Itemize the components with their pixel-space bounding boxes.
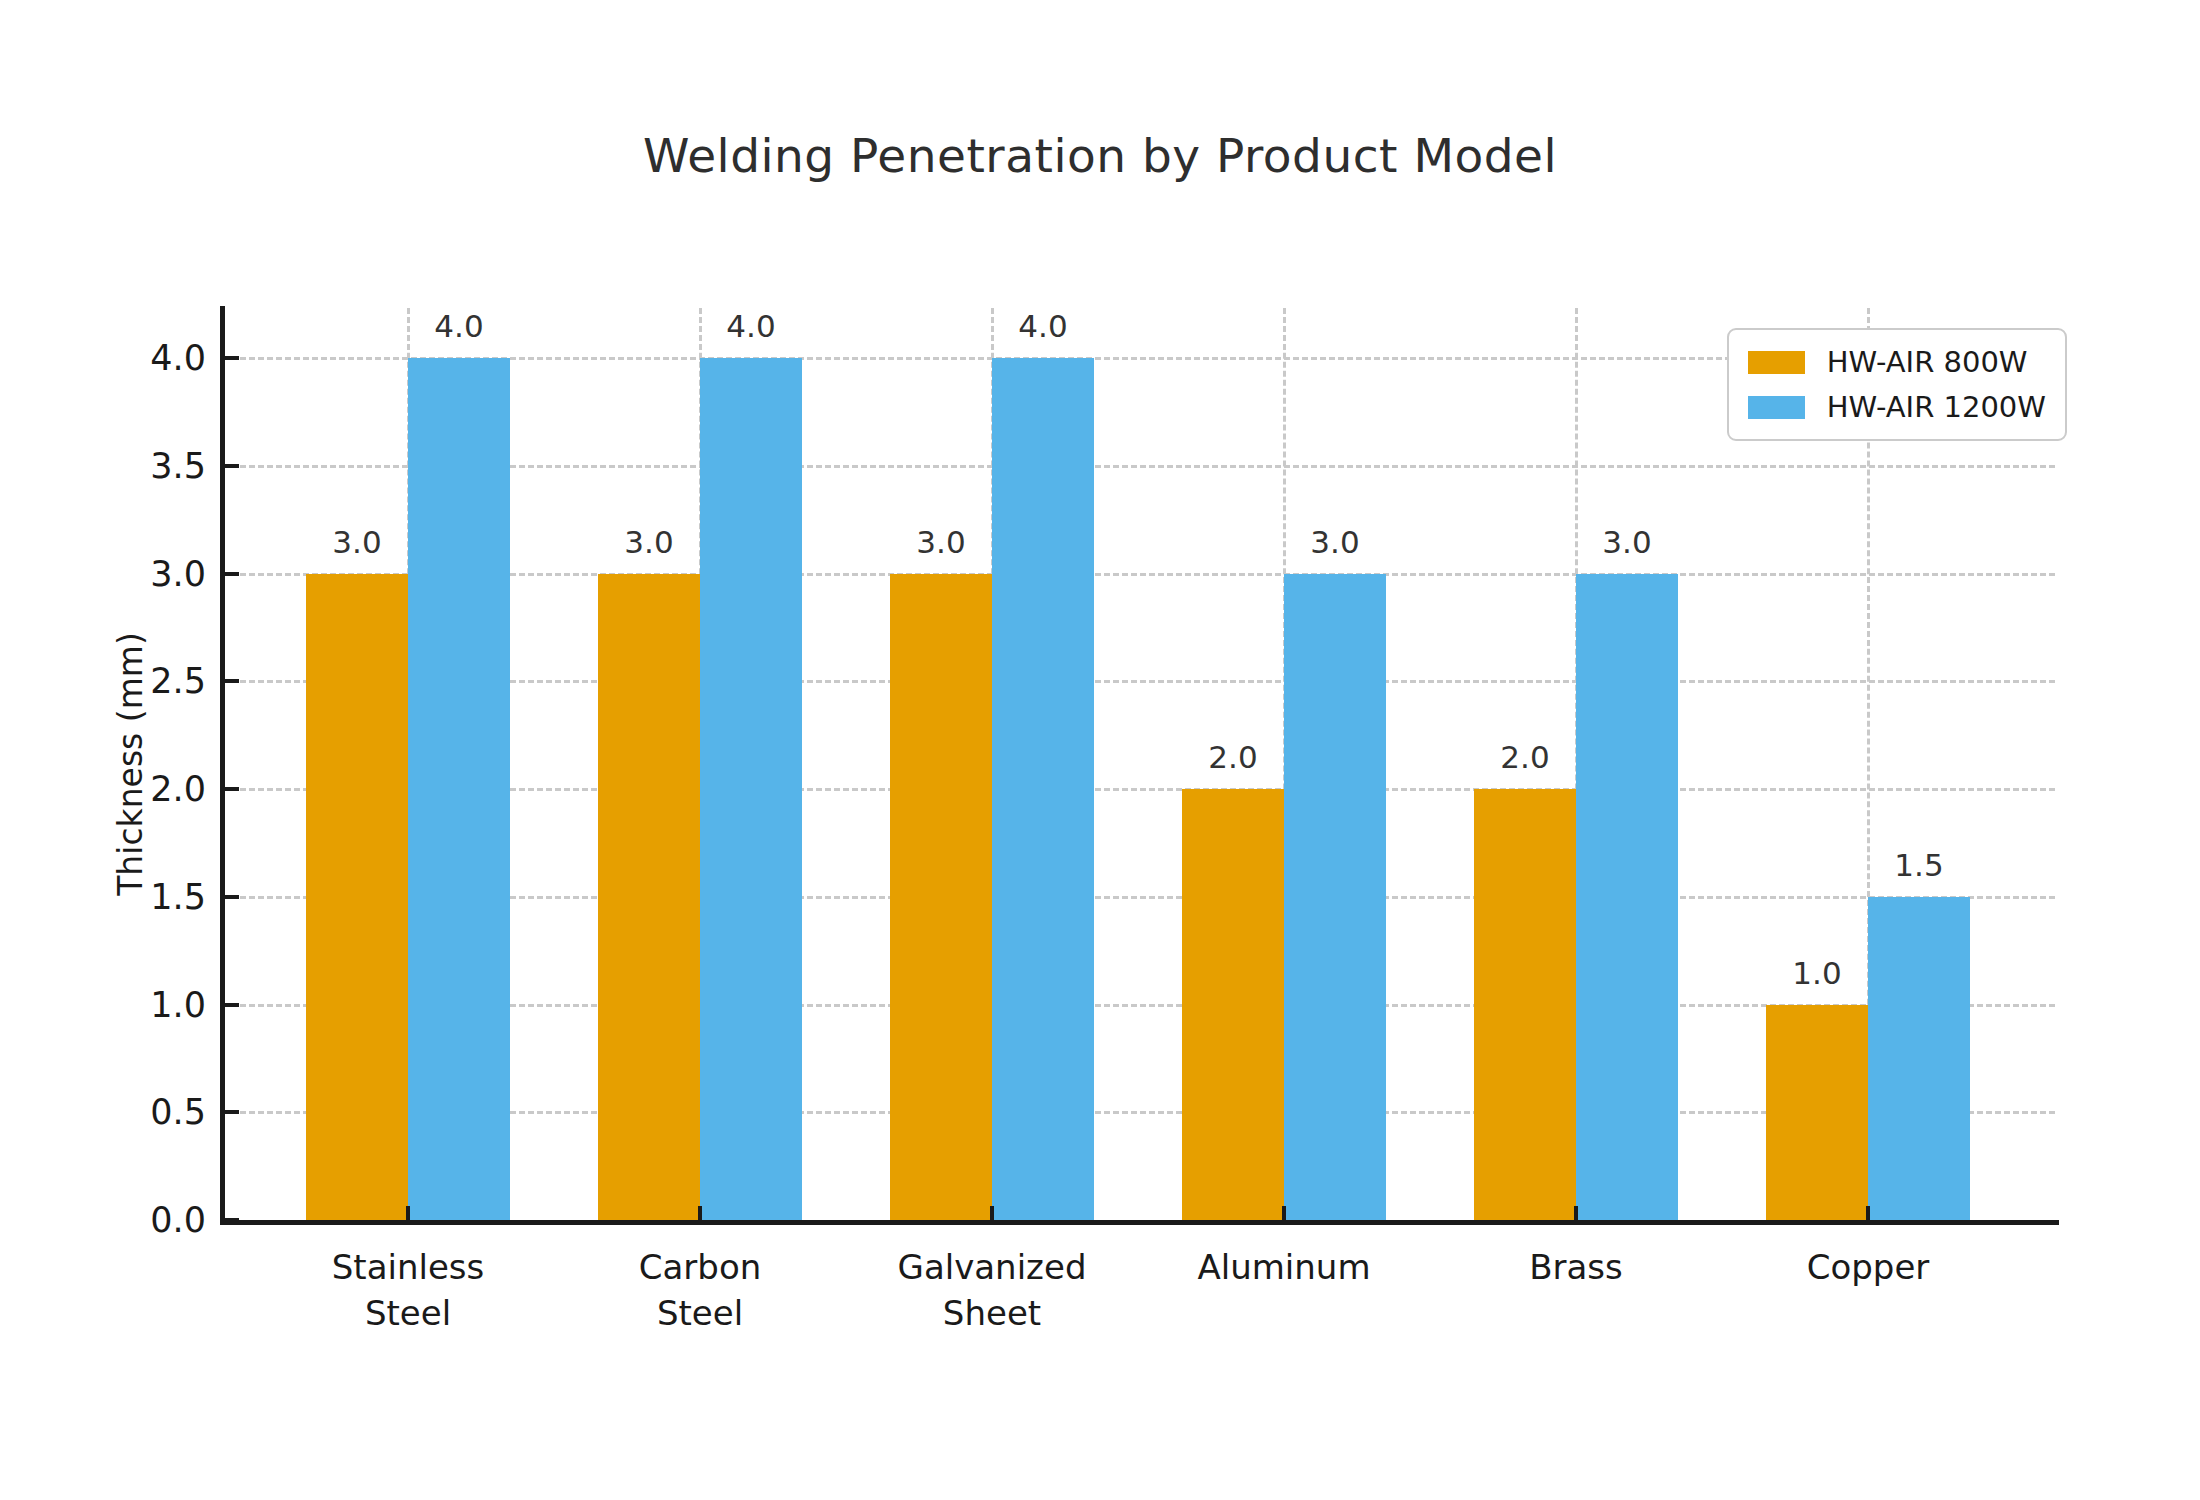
x-tick (1282, 1206, 1286, 1224)
y-tick (225, 895, 239, 899)
bar-value-label: 4.0 (952, 308, 1134, 344)
y-tick-label: 2.0 (36, 765, 206, 813)
legend-label: HW-AIR 800W (1827, 345, 2028, 379)
y-tick (225, 679, 239, 683)
legend: HW-AIR 800W HW-AIR 1200W (1727, 328, 2067, 441)
bar-series1-cat4 (1474, 789, 1576, 1220)
x-category-label: Aluminum (1114, 1244, 1454, 1290)
y-axis-spine (220, 306, 225, 1225)
y-tick (225, 1218, 239, 1222)
y-tick-label: 3.5 (36, 442, 206, 490)
y-tick (225, 572, 239, 576)
legend-label: HW-AIR 1200W (1827, 390, 2046, 424)
bar-series1-cat5 (1766, 1005, 1868, 1221)
bar-value-label: 2.0 (1434, 739, 1616, 775)
bar-value-label: 4.0 (660, 308, 842, 344)
y-tick-label: 2.5 (36, 657, 206, 705)
x-tick (1574, 1206, 1578, 1224)
bar-series2-cat1 (700, 358, 802, 1220)
bar-value-label: 3.0 (266, 524, 448, 560)
legend-swatch-icon (1748, 351, 1805, 374)
x-category-label: Galvanized Sheet (822, 1244, 1162, 1336)
bar-value-label: 3.0 (1244, 524, 1426, 560)
legend-swatch-icon (1748, 396, 1805, 419)
y-tick-label: 3.0 (36, 550, 206, 598)
y-tick-label: 1.0 (36, 981, 206, 1029)
legend-item: HW-AIR 1200W (1748, 390, 2046, 424)
bar-series1-cat2 (890, 574, 992, 1221)
y-tick-label: 4.0 (36, 334, 206, 382)
y-tick-label: 0.5 (36, 1088, 206, 1136)
legend-item: HW-AIR 800W (1748, 345, 2046, 379)
y-tick-label: 0.0 (36, 1196, 206, 1244)
bar-series2-cat4 (1576, 574, 1678, 1221)
x-category-label: Brass (1406, 1244, 1746, 1290)
bar-value-label: 3.0 (558, 524, 740, 560)
bar-value-label: 4.0 (368, 308, 550, 344)
chart-title: Welding Penetration by Product Model (0, 128, 2200, 183)
x-category-label: Copper (1698, 1244, 2038, 1290)
bar-value-label: 3.0 (850, 524, 1032, 560)
bar-series1-cat3 (1182, 789, 1284, 1220)
bar-series2-cat5 (1868, 897, 1970, 1220)
y-tick (225, 1110, 239, 1114)
x-tick (406, 1206, 410, 1224)
bar-value-label: 1.5 (1828, 847, 2010, 883)
bar-value-label: 1.0 (1726, 955, 1908, 991)
chart-canvas: Welding Penetration by Product Model Thi… (0, 0, 2200, 1500)
y-tick (225, 787, 239, 791)
x-axis-spine (220, 1220, 2059, 1225)
bar-series2-cat2 (992, 358, 1094, 1220)
x-tick (1866, 1206, 1870, 1224)
x-tick (698, 1206, 702, 1224)
bar-series2-cat3 (1284, 574, 1386, 1221)
bar-series1-cat0 (306, 574, 408, 1221)
x-category-label: Stainless Steel (238, 1244, 578, 1336)
y-tick (225, 464, 239, 468)
bar-series1-cat1 (598, 574, 700, 1221)
y-tick-label: 1.5 (36, 873, 206, 921)
bar-value-label: 3.0 (1536, 524, 1718, 560)
y-tick (225, 356, 239, 360)
x-category-label: Carbon Steel (530, 1244, 870, 1336)
y-tick (225, 1003, 239, 1007)
x-tick (990, 1206, 994, 1224)
bar-series2-cat0 (408, 358, 510, 1220)
bar-value-label: 2.0 (1142, 739, 1324, 775)
